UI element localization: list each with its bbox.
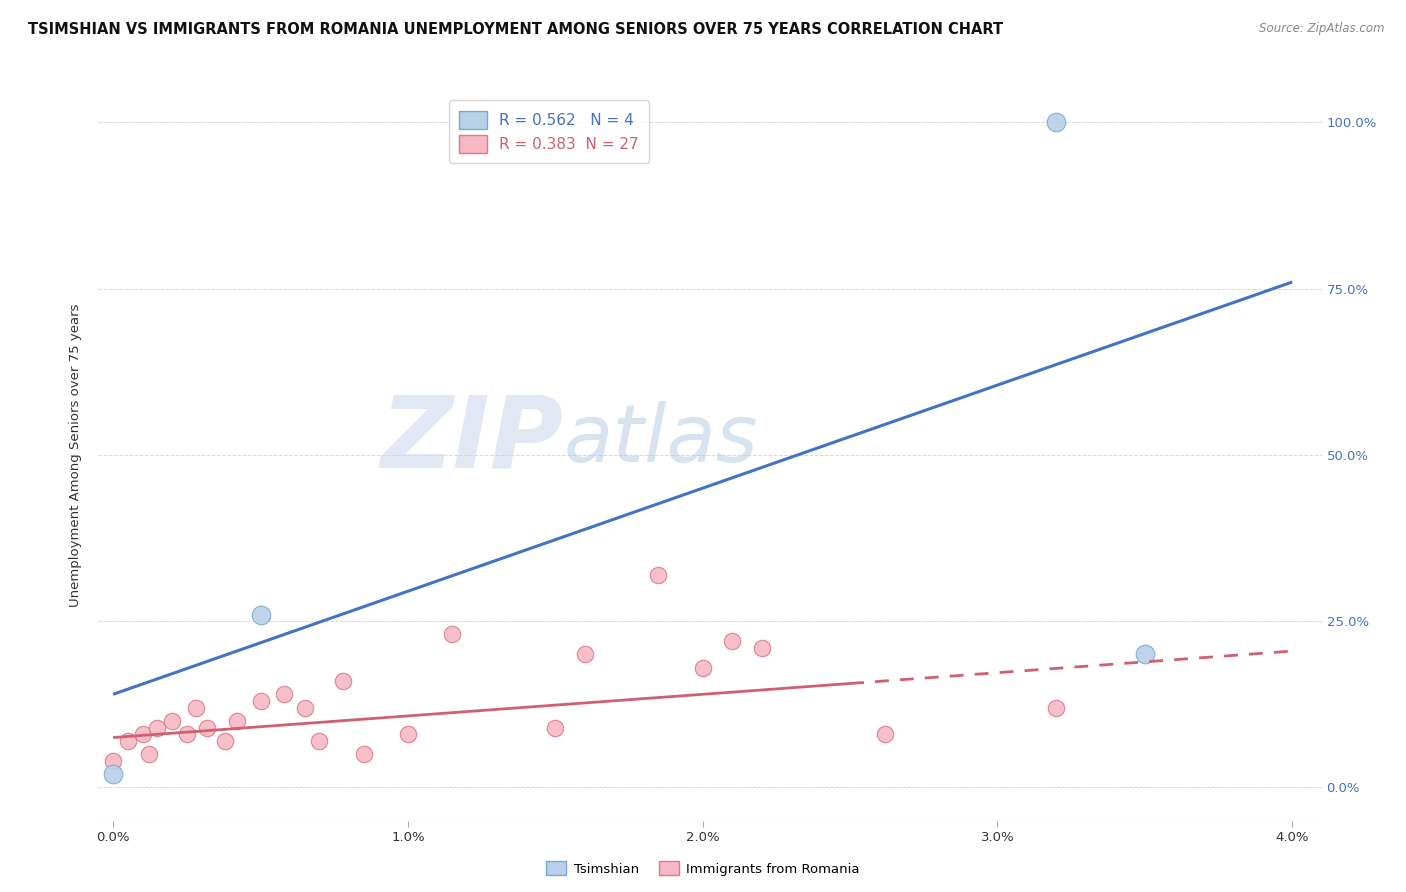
Text: TSIMSHIAN VS IMMIGRANTS FROM ROMANIA UNEMPLOYMENT AMONG SENIORS OVER 75 YEARS CO: TSIMSHIAN VS IMMIGRANTS FROM ROMANIA UNE…	[28, 22, 1004, 37]
Point	[249, 607, 271, 622]
Text: atlas: atlas	[564, 401, 758, 479]
Point	[249, 694, 271, 708]
Point	[214, 734, 236, 748]
Point	[441, 627, 464, 641]
Point	[875, 727, 897, 741]
Point	[176, 727, 198, 741]
Point	[146, 721, 169, 735]
Point	[647, 567, 669, 582]
Point	[1045, 700, 1067, 714]
Point	[332, 673, 354, 688]
Point	[751, 640, 773, 655]
Point	[226, 714, 249, 728]
Text: Source: ZipAtlas.com: Source: ZipAtlas.com	[1260, 22, 1385, 36]
Point	[138, 747, 160, 761]
Point	[692, 661, 714, 675]
Point	[308, 734, 330, 748]
Point	[353, 747, 375, 761]
Point	[1045, 115, 1067, 129]
Point	[544, 721, 567, 735]
Point	[721, 634, 744, 648]
Point	[160, 714, 183, 728]
Point	[184, 700, 207, 714]
Legend: Tsimshian, Immigrants from Romania: Tsimshian, Immigrants from Romania	[541, 856, 865, 881]
Point	[574, 648, 596, 662]
Point	[101, 767, 124, 781]
Point	[197, 721, 219, 735]
Point	[101, 754, 124, 768]
Legend: R = 0.562   N = 4, R = 0.383  N = 27: R = 0.562 N = 4, R = 0.383 N = 27	[449, 101, 650, 163]
Point	[131, 727, 153, 741]
Point	[117, 734, 139, 748]
Point	[294, 700, 316, 714]
Y-axis label: Unemployment Among Seniors over 75 years: Unemployment Among Seniors over 75 years	[69, 303, 83, 607]
Text: ZIP: ZIP	[380, 392, 564, 489]
Point	[396, 727, 419, 741]
Point	[273, 687, 295, 701]
Point	[1133, 648, 1156, 662]
